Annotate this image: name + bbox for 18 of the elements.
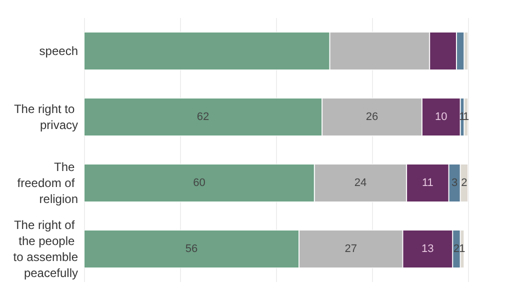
y-tick-label: The right of the people to assemble peacefully	[13, 218, 78, 280]
data-label: 2	[453, 243, 460, 255]
data-label: 56	[185, 243, 198, 255]
data-label: 62	[196, 111, 210, 123]
data-label: 24	[354, 177, 367, 189]
data-label: 1	[459, 243, 466, 255]
data-label: 10	[434, 111, 448, 123]
bar	[464, 98, 468, 136]
y-tick-label: The right to privacy	[14, 102, 78, 132]
y-tick-label: The freedom of religion	[17, 160, 78, 206]
data-label: 60	[193, 177, 206, 189]
data-label: 3	[451, 177, 458, 189]
data-label: 2	[461, 177, 468, 189]
data-label: 27	[344, 243, 358, 255]
data-label: 26	[366, 111, 378, 123]
data-label: 11	[422, 177, 434, 189]
y-tick-label: speech	[39, 44, 78, 58]
data-label: 13	[422, 243, 434, 255]
